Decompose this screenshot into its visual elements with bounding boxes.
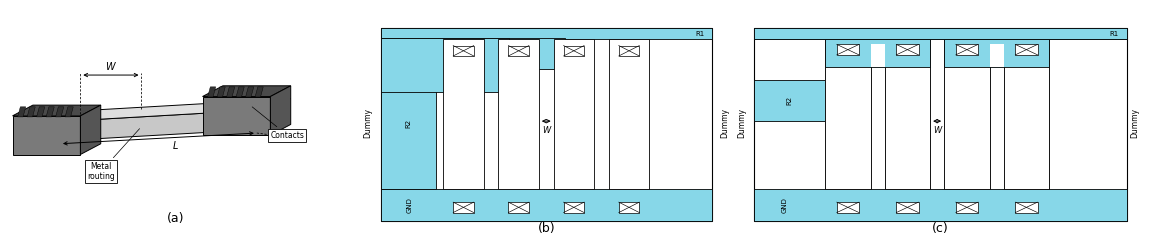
Text: R2: R2 bbox=[787, 96, 792, 105]
Polygon shape bbox=[46, 99, 291, 122]
Text: Dummy: Dummy bbox=[720, 108, 729, 138]
Text: L: L bbox=[913, 110, 918, 119]
Text: GND: GND bbox=[406, 197, 413, 213]
Bar bbox=[884, 40, 930, 189]
Bar bbox=[837, 202, 859, 213]
Bar bbox=[619, 202, 639, 213]
Bar bbox=[825, 40, 871, 189]
Text: $L$: $L$ bbox=[172, 139, 178, 151]
Text: $W$: $W$ bbox=[105, 60, 117, 72]
Text: GND: GND bbox=[782, 197, 788, 213]
Bar bbox=[564, 202, 584, 213]
Text: R1: R1 bbox=[1110, 31, 1119, 37]
Bar bbox=[381, 58, 436, 189]
Bar bbox=[564, 46, 584, 56]
Polygon shape bbox=[270, 86, 291, 135]
Bar bbox=[1004, 40, 1049, 189]
Bar bbox=[871, 44, 884, 67]
Bar bbox=[381, 189, 712, 221]
Polygon shape bbox=[81, 105, 101, 154]
Bar bbox=[608, 40, 650, 189]
Bar bbox=[753, 28, 1127, 221]
Text: W: W bbox=[542, 126, 551, 135]
Bar bbox=[508, 46, 529, 56]
Bar bbox=[508, 202, 529, 213]
Polygon shape bbox=[28, 107, 36, 117]
Text: Dummy: Dummy bbox=[737, 108, 746, 138]
Text: Metal
routing: Metal routing bbox=[87, 129, 139, 181]
Bar bbox=[944, 40, 990, 189]
Polygon shape bbox=[55, 107, 63, 117]
Bar bbox=[553, 40, 595, 189]
Bar bbox=[498, 40, 539, 189]
Bar bbox=[753, 28, 1127, 40]
Polygon shape bbox=[255, 87, 263, 97]
Bar bbox=[443, 40, 484, 189]
Bar bbox=[884, 40, 930, 189]
Text: W: W bbox=[933, 126, 941, 135]
Polygon shape bbox=[13, 116, 80, 154]
Bar bbox=[381, 28, 712, 40]
Polygon shape bbox=[13, 105, 101, 116]
Polygon shape bbox=[246, 87, 254, 97]
Bar bbox=[381, 38, 509, 92]
Polygon shape bbox=[236, 87, 244, 97]
Polygon shape bbox=[46, 107, 54, 117]
Bar bbox=[944, 40, 1049, 67]
Polygon shape bbox=[227, 87, 235, 97]
Text: Dummy: Dummy bbox=[1130, 108, 1138, 138]
Text: Contacts: Contacts bbox=[252, 107, 305, 140]
Bar bbox=[753, 28, 1127, 40]
Polygon shape bbox=[66, 107, 74, 117]
Bar bbox=[956, 202, 978, 213]
Bar bbox=[1004, 40, 1049, 189]
Text: (a): (a) bbox=[167, 212, 184, 225]
Bar bbox=[1015, 44, 1037, 55]
Polygon shape bbox=[17, 107, 25, 117]
Polygon shape bbox=[202, 86, 291, 97]
Polygon shape bbox=[46, 109, 270, 142]
Polygon shape bbox=[37, 107, 45, 117]
Bar bbox=[753, 189, 1127, 221]
Bar bbox=[453, 46, 474, 56]
Bar bbox=[825, 40, 930, 67]
Bar bbox=[825, 40, 871, 189]
Polygon shape bbox=[202, 97, 270, 135]
Text: (b): (b) bbox=[537, 222, 555, 234]
Text: Dummy: Dummy bbox=[363, 108, 373, 138]
Bar bbox=[990, 44, 1004, 67]
Polygon shape bbox=[208, 87, 216, 97]
Bar bbox=[1015, 202, 1037, 213]
Bar bbox=[381, 38, 565, 69]
Bar bbox=[619, 46, 639, 56]
Bar bbox=[453, 202, 474, 213]
Text: R2: R2 bbox=[405, 119, 412, 128]
Bar bbox=[753, 80, 825, 121]
Bar bbox=[896, 44, 919, 55]
Bar bbox=[896, 202, 919, 213]
Text: R1: R1 bbox=[696, 31, 705, 37]
Polygon shape bbox=[217, 87, 225, 97]
Bar bbox=[837, 44, 859, 55]
Text: (c): (c) bbox=[932, 222, 949, 234]
Bar bbox=[956, 44, 978, 55]
Bar bbox=[944, 40, 990, 189]
Text: L: L bbox=[524, 110, 529, 119]
Bar bbox=[381, 28, 712, 221]
